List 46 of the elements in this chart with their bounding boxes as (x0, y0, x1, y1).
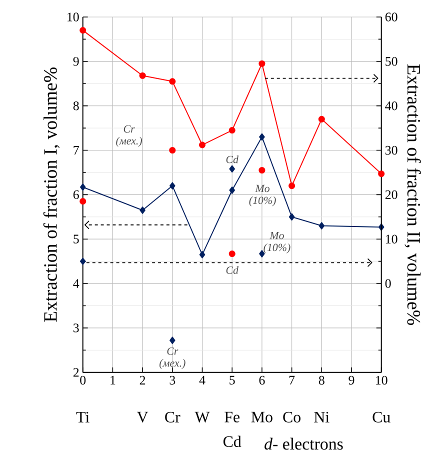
y2-axis-title: Extraction of fraction II, volume% (404, 64, 421, 325)
y-tick-label: 6 (73, 190, 79, 200)
text: V (136, 412, 148, 422)
text: Fe (224, 412, 240, 422)
annotation: Cd (226, 155, 238, 164)
annotation: Cr (мех.) (116, 125, 142, 147)
text: W (194, 412, 210, 422)
y-tick-label: 4 (73, 279, 80, 288)
x-tick-label: 5 (230, 376, 235, 384)
y-axis-title: Extraction of fraction I, volume% (43, 68, 60, 322)
x-axis-title: d- electrons (264, 438, 343, 450)
annotation: Cd (226, 266, 238, 274)
y2-tick-label: 40 (385, 101, 398, 110)
annotation: Mo (10%) (249, 184, 276, 206)
x-tick-label: 7 (289, 376, 295, 384)
x-tick-label: 9 (348, 376, 354, 385)
y-tick-label: 10 (67, 12, 79, 22)
y2-tick-label: 20 (385, 190, 398, 200)
annotation: Mo (10%) (264, 232, 290, 254)
x-tick-label: 2 (140, 376, 145, 384)
x-tick-label: 0 (80, 376, 86, 385)
annotation: Cr (мех.) (159, 347, 186, 369)
x-tick-label: 3 (170, 376, 176, 385)
y2-tick-label: 30 (385, 146, 398, 155)
y-tick-label: 5 (74, 234, 79, 244)
text: Cr (164, 412, 180, 423)
y2-tick-label: 0 (385, 279, 391, 288)
text: Co (283, 412, 300, 423)
x-tick-label: 6 (259, 376, 265, 385)
text: Ti (76, 412, 90, 422)
y-tick-label: 7 (74, 146, 79, 154)
x-tick-label: 4 (199, 376, 206, 384)
y-tick-label: 9 (73, 57, 79, 66)
text: Mo (251, 412, 272, 422)
text: Ni (314, 412, 330, 422)
y-tick-label: 8 (73, 101, 79, 110)
x-tick-label: 1 (110, 376, 116, 384)
x-tick-label: 10 (376, 376, 388, 385)
y2-tick-label: 60 (385, 12, 398, 22)
x-tick-label: 8 (318, 376, 324, 385)
text: Cu (372, 412, 390, 423)
y-tick-label: 3 (73, 324, 79, 332)
text: Cd (223, 436, 242, 447)
y-tick-label: 2 (73, 368, 79, 377)
y2-tick-label: 10 (386, 234, 398, 244)
y2-tick-label: 50 (386, 57, 398, 66)
